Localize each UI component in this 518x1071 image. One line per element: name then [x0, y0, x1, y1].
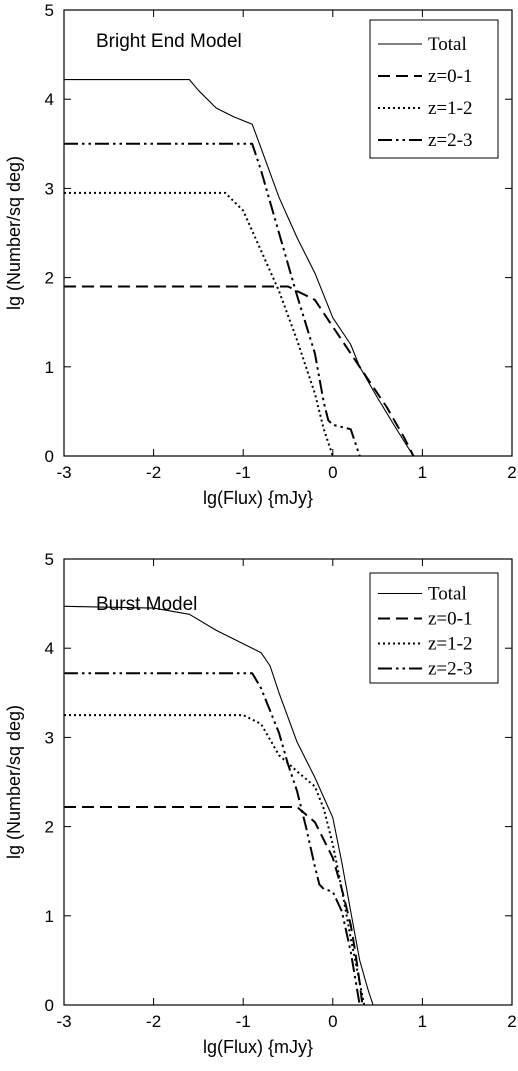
- x-tick-label: -2: [146, 463, 161, 482]
- x-tick-label: -2: [146, 1012, 161, 1031]
- y-tick-label: 1: [45, 358, 54, 377]
- y-tick-label: 2: [45, 818, 54, 837]
- y-tick-label: 2: [45, 269, 54, 288]
- series-line-z-1-2: [64, 714, 366, 1006]
- y-axis-title: lg (Number/sq deg): [4, 156, 24, 310]
- y-tick-label: 5: [45, 550, 54, 569]
- legend-label: z=0-1: [428, 66, 472, 87]
- y-tick-label: 0: [45, 996, 54, 1015]
- y-tick-label: 3: [45, 179, 54, 198]
- legend-label: z=1-2: [428, 634, 472, 655]
- series-line-z-1-2: [64, 191, 334, 457]
- series-line-z-2-3: [64, 142, 361, 457]
- y-tick-label: 3: [45, 728, 54, 747]
- x-tick-label: 2: [507, 1012, 516, 1031]
- series-line-z-0-1: [64, 806, 364, 1006]
- legend-box: [369, 572, 499, 684]
- legend: Total z=0-1 z=1-2 z=2-3: [369, 572, 499, 684]
- y-tick-label: 0: [45, 447, 54, 466]
- legend-label: Total: [428, 34, 467, 55]
- series-line-z-2-3: [64, 672, 361, 1006]
- panel-title: Burst Model: [96, 594, 197, 615]
- y-tick-label: 5: [45, 1, 54, 20]
- chart-panel-1: -3 -2 -1 0 1 2 0 1 2 3 4 5 lg(Flux) {mJy} lg (Number/…: [4, 1, 517, 508]
- x-tick-label: -1: [236, 1012, 251, 1031]
- x-axis-title: lg(Flux) {mJy}: [203, 488, 313, 508]
- plot-frame: [63, 558, 513, 1006]
- y-tick-label: 4: [45, 90, 54, 109]
- chart-panel-2: -3 -2 -1 0 1 2 0 1 2 3 4 5 lg(Flux) {mJy} lg (Number/…: [4, 550, 517, 1057]
- x-tick-label: -3: [56, 1012, 71, 1031]
- y-axis-title: lg (Number/sq deg): [4, 705, 24, 859]
- x-axis-title: lg(Flux) {mJy}: [203, 1037, 313, 1057]
- legend-box: [369, 19, 499, 159]
- panel-title: Bright End Model: [96, 31, 242, 52]
- x-tick-label: -3: [56, 463, 71, 482]
- x-tick-label: 1: [418, 1012, 427, 1031]
- legend-label: z=2-3: [428, 130, 472, 151]
- y-tick-label: 4: [45, 639, 54, 658]
- series-line-total: [64, 79, 414, 457]
- x-tick-label: 2: [507, 463, 516, 482]
- x-tick-label: -1: [236, 463, 251, 482]
- series-line-z-0-1: [64, 285, 415, 457]
- legend-label: Total: [428, 584, 467, 605]
- x-tick-label: 1: [418, 463, 427, 482]
- x-tick-label: 0: [328, 1012, 337, 1031]
- legend-label: z=1-2: [428, 98, 472, 119]
- plot-frame: [63, 9, 513, 457]
- y-tick-label: 1: [45, 907, 54, 926]
- legend-label: z=2-3: [428, 659, 472, 680]
- legend: Total z=0-1 z=1-2 z=2-3: [369, 19, 499, 159]
- legend-label: z=0-1: [428, 609, 472, 630]
- series-line-total: [63, 605, 374, 1006]
- x-tick-label: 0: [328, 463, 337, 482]
